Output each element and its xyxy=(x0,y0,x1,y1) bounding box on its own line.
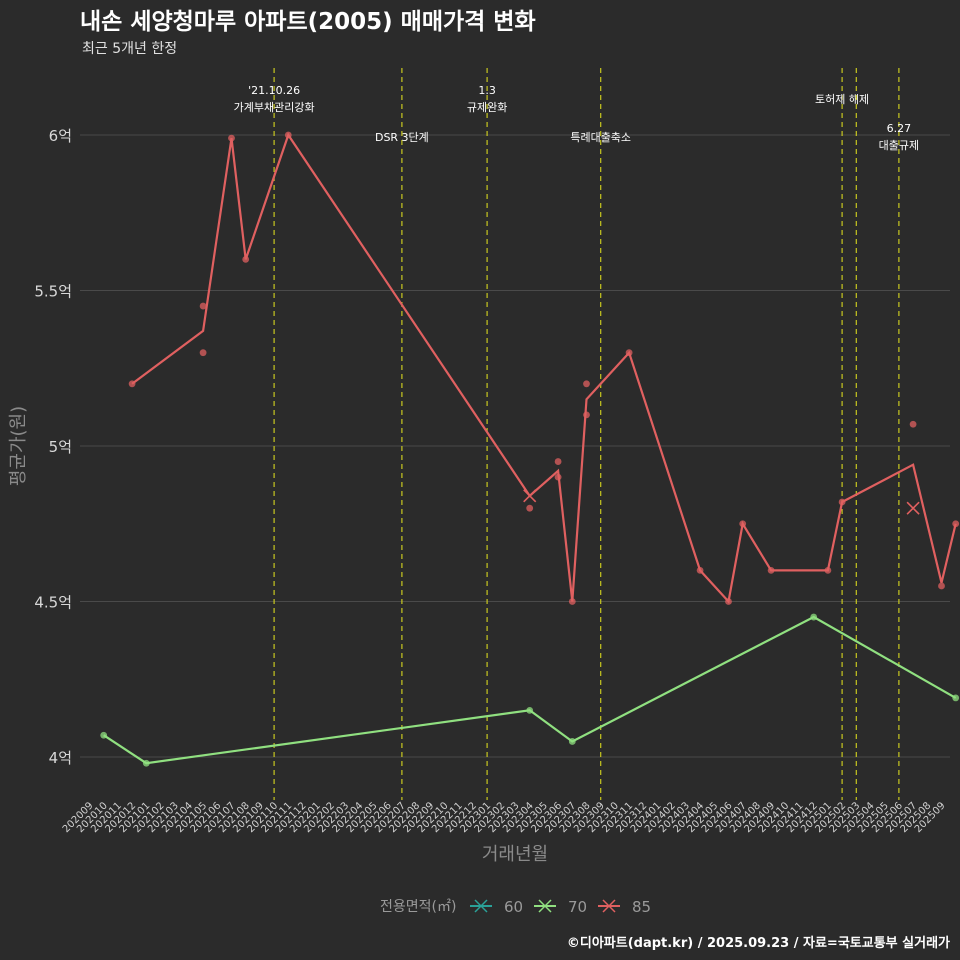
data-point-85 xyxy=(526,504,534,512)
event-date-label: 1.3 xyxy=(478,84,496,97)
data-point-85 xyxy=(284,131,292,139)
event-date-label: '21.10.26 xyxy=(248,84,300,97)
event-label: 토허제 해제 xyxy=(815,92,869,106)
event-date-label: 6.27 xyxy=(887,122,912,135)
legend-cross-70 xyxy=(538,899,552,913)
data-point-85 xyxy=(554,458,562,465)
legend-cross-85 xyxy=(602,899,616,913)
data-point-85 xyxy=(767,567,775,574)
cross-marker-85 xyxy=(523,489,537,503)
data-point-85 xyxy=(952,520,960,528)
data-point-85 xyxy=(739,520,747,528)
data-point-85 xyxy=(909,420,917,428)
data-point-70 xyxy=(142,759,150,767)
y-tick-label: 6억 xyxy=(49,127,72,145)
data-point-70 xyxy=(568,738,576,745)
legend-cross-60 xyxy=(474,899,488,913)
footer-credit: ©디아파트(dapt.kr) / 2025.09.23 / 자료=국토교통부 실… xyxy=(567,935,950,951)
data-point-70 xyxy=(526,706,534,714)
legend: 전용면적(㎡) 60 70 85 xyxy=(380,898,651,916)
data-point-85 xyxy=(625,349,633,357)
x-axis-label: 거래년월 xyxy=(482,844,548,865)
legend-label-85: 85 xyxy=(632,898,651,916)
event-label: 특례대출축소 xyxy=(570,131,631,144)
data-point-85 xyxy=(199,302,207,310)
y-axis-label: 평균가(원) xyxy=(8,406,29,486)
event-label: 규제완화 xyxy=(467,101,507,114)
legend-label-60: 60 xyxy=(504,898,523,916)
event-label: DSR 3단계 xyxy=(375,131,429,144)
data-point-85 xyxy=(696,567,704,574)
data-point-85 xyxy=(242,256,250,263)
data-point-85 xyxy=(938,582,945,590)
legend-title: 전용면적(㎡) xyxy=(380,899,456,915)
data-point-85 xyxy=(554,473,562,481)
y-tick-label: 5.5억 xyxy=(34,283,72,301)
legend-label-70: 70 xyxy=(568,898,587,916)
y-tick-label: 4억 xyxy=(49,749,72,767)
series-layer xyxy=(100,131,960,767)
grid-lines: 4억 4.5억 5억 5.5억 6억 xyxy=(34,127,950,767)
data-point-85 xyxy=(568,598,576,605)
y-tick-label: 5억 xyxy=(49,438,72,456)
data-point-85 xyxy=(199,349,207,357)
event-label: 대출규제 xyxy=(879,139,919,152)
data-point-85 xyxy=(725,598,732,605)
cross-marker-85 xyxy=(906,501,920,515)
chart-subtitle: 최근 5개년 한정 xyxy=(82,41,177,57)
chart-title: 내손 세양청마루 아파트(2005) 매매가격 변화 xyxy=(80,9,536,35)
series-line-70 xyxy=(103,615,957,765)
series-line-85 xyxy=(131,132,957,604)
data-point-85 xyxy=(228,134,235,142)
data-point-85 xyxy=(128,380,136,388)
event-label: 가계부채관리강화 xyxy=(234,101,315,114)
data-point-85 xyxy=(824,567,832,574)
data-point-70 xyxy=(810,613,818,621)
x-axis: 2020092020102020112020122021012021022021… xyxy=(61,800,948,835)
data-point-85 xyxy=(583,411,590,419)
y-tick-label: 4.5억 xyxy=(34,594,72,612)
data-point-85 xyxy=(838,498,846,506)
data-point-70 xyxy=(952,694,960,702)
data-point-70 xyxy=(100,731,108,739)
data-point-85 xyxy=(583,380,590,388)
